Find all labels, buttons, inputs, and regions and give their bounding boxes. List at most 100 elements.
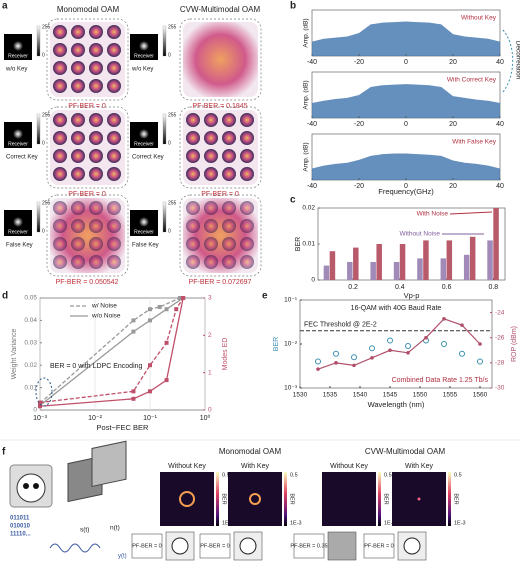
x-tick-label: -20: [354, 183, 364, 190]
x-tick-label: 0: [404, 121, 408, 128]
bar: [393, 262, 400, 280]
y-tick-label: 0.03: [24, 340, 37, 347]
y-axis-label: Amp. (dB): [303, 142, 310, 171]
oam-spot: [53, 255, 67, 269]
x-tick-label: -40: [307, 183, 317, 190]
oam-spot: [222, 167, 236, 181]
colorbar-label: 1E-3: [222, 520, 234, 526]
y-tick-label: 0.05: [24, 295, 37, 302]
bar: [329, 251, 336, 280]
key-label: False Key: [132, 243, 159, 249]
oam-spot: [107, 167, 121, 181]
colorbar-label: 255: [168, 24, 177, 30]
y-axis-label: Amp. (dB): [303, 80, 310, 109]
oam-spot: [240, 255, 254, 269]
colorbar-label: BER: [453, 493, 459, 504]
bar: [423, 240, 429, 280]
oam-spot: [71, 61, 85, 75]
colorbar: [162, 25, 167, 57]
annotation: BER = 0 with LDPC Encoding: [50, 363, 143, 370]
receiver-spot: [139, 129, 149, 139]
y-tick-label: 0.01: [24, 384, 37, 391]
rop-point: [352, 363, 356, 368]
marker: [148, 389, 152, 394]
spectrum: [312, 84, 500, 118]
receiver-label: Receiver: [8, 229, 28, 235]
x-tick-label: -20: [354, 121, 364, 128]
x-tick-label: 1535: [323, 392, 338, 399]
oam-spot: [71, 237, 85, 251]
oam-spot: [71, 219, 85, 233]
x-tick-label: 10⁻¹: [143, 415, 157, 422]
rop-point: [388, 348, 392, 353]
colorbar: [448, 472, 451, 526]
column-title: CVW-Multimodal OAM: [180, 5, 261, 14]
oam-spot: [53, 61, 67, 75]
y-axis-label: Weight Variance: [11, 329, 18, 380]
ber-point: [351, 354, 357, 361]
oam-frame: [46, 18, 129, 101]
pf-ber: PF-BER = 0: [68, 103, 106, 110]
oam-spot: [71, 131, 85, 145]
legend-label: With Noise: [417, 211, 449, 218]
marker: [148, 307, 152, 312]
annotation: Decorrelation: [514, 41, 520, 80]
plot-title: 16-QAM with 40G Baud Rate: [351, 305, 442, 312]
rop-line: [317, 318, 481, 370]
x-axis-label: Frequency(GHz): [378, 187, 434, 196]
bar: [463, 254, 470, 280]
oam-spot: [107, 131, 121, 145]
oam-spot: [107, 219, 121, 233]
decoded-panda: [239, 537, 257, 555]
colorbar-label: 0.5: [290, 472, 298, 478]
colorbar: [378, 472, 381, 526]
bit-string: 011011: [10, 516, 30, 522]
oam-spot: [53, 25, 67, 39]
result-box: [199, 533, 231, 559]
oam-spot: [107, 79, 121, 93]
key-label: With Key: [405, 463, 434, 470]
ber-map: [322, 472, 376, 526]
oam-spot: [186, 167, 200, 181]
oam-spot: [186, 201, 200, 215]
x-tick-label: 10⁰: [200, 414, 211, 422]
oam-spot: [240, 149, 254, 163]
oam-spot: [71, 149, 85, 163]
marker: [131, 318, 136, 323]
decoded-panda: [403, 537, 421, 555]
marker: [131, 389, 136, 394]
oam-spot: [53, 43, 67, 57]
plot-frame: [299, 299, 493, 389]
colorbar: [36, 25, 41, 57]
colorbar-label: BER: [221, 493, 227, 504]
oam-spot: [53, 149, 67, 163]
key-label: w/o Key: [5, 67, 27, 73]
oam-spot: [204, 255, 218, 269]
y2-tick-label: 3: [208, 295, 212, 302]
bit-string: 010010: [10, 524, 31, 530]
pf-ber: PF-BER = 0: [201, 191, 239, 198]
rop-point: [424, 335, 428, 340]
colorbar: [36, 201, 41, 233]
receiver-label: Receiver: [134, 53, 154, 59]
oam-spot: [71, 25, 85, 39]
signal-label: y(t): [118, 554, 127, 560]
colorbar-label: 255: [42, 112, 51, 118]
x-tick-label: -20: [354, 59, 364, 66]
ber-point: [333, 350, 339, 357]
colorbar-label: 255: [42, 24, 51, 30]
colorbar-label: 255: [168, 200, 177, 206]
key-label: Correct Key: [6, 155, 38, 161]
decoded-panda: [171, 537, 189, 555]
marker: [131, 396, 136, 401]
y2-tick-label: 0: [208, 407, 212, 414]
colorbar: [216, 472, 219, 526]
x-tick-label: 40: [496, 59, 504, 66]
oam-spot: [204, 131, 218, 145]
oam-pattern: [183, 22, 258, 97]
oam-spot: [107, 149, 121, 163]
oam-pattern: [50, 110, 125, 185]
oam-frame: [179, 18, 262, 101]
bar: [446, 240, 453, 280]
rop-point: [460, 323, 464, 327]
